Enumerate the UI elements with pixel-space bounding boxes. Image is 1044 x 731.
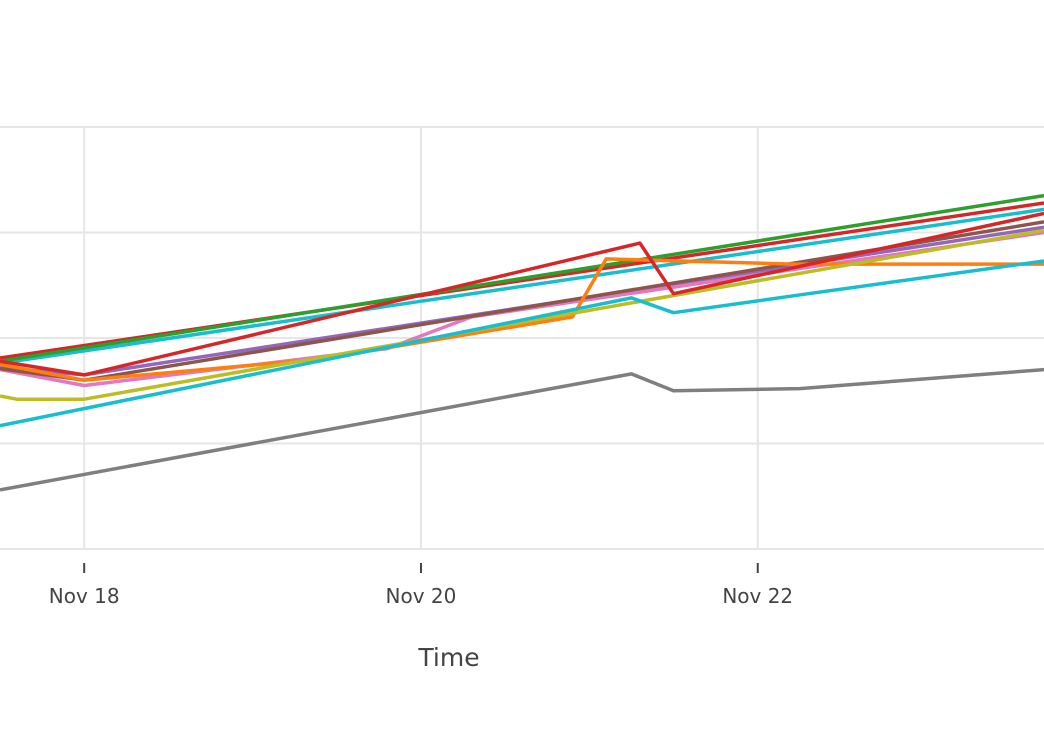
- series-line: [0, 211, 1044, 377]
- x-axis-title: Time: [417, 643, 479, 672]
- series-lines: [0, 193, 1044, 492]
- series-line: [0, 257, 1044, 382]
- series-line: [0, 193, 1044, 363]
- series-line: [0, 228, 1044, 401]
- x-tick-label: Nov 20: [386, 584, 457, 608]
- x-tick-label: Nov 18: [49, 584, 120, 608]
- x-axis-ticks: Nov 18 Nov 20 Nov 22: [49, 563, 793, 608]
- x-tick-label: Nov 22: [722, 584, 793, 608]
- series-line: [0, 207, 1044, 366]
- series-line: [0, 367, 1044, 492]
- series-line: [0, 259, 1044, 428]
